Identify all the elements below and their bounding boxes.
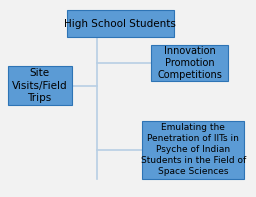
FancyBboxPatch shape — [142, 121, 244, 179]
Text: Site
Visits/Field
Trips: Site Visits/Field Trips — [12, 68, 68, 103]
Text: Innovation
Promotion
Competitions: Innovation Promotion Competitions — [157, 46, 222, 80]
FancyBboxPatch shape — [67, 10, 174, 37]
Text: High School Students: High School Students — [64, 19, 176, 29]
FancyBboxPatch shape — [151, 45, 228, 81]
Text: Emulating the
Penetration of IITs in
Psyche of Indian
Students in the Field of
S: Emulating the Penetration of IITs in Psy… — [141, 123, 246, 177]
FancyBboxPatch shape — [8, 66, 72, 105]
